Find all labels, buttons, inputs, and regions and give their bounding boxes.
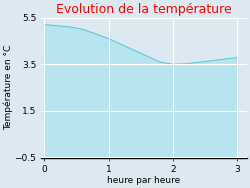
Title: Evolution de la température: Evolution de la température bbox=[56, 3, 232, 17]
X-axis label: heure par heure: heure par heure bbox=[107, 176, 180, 185]
Y-axis label: Température en °C: Température en °C bbox=[4, 45, 13, 130]
